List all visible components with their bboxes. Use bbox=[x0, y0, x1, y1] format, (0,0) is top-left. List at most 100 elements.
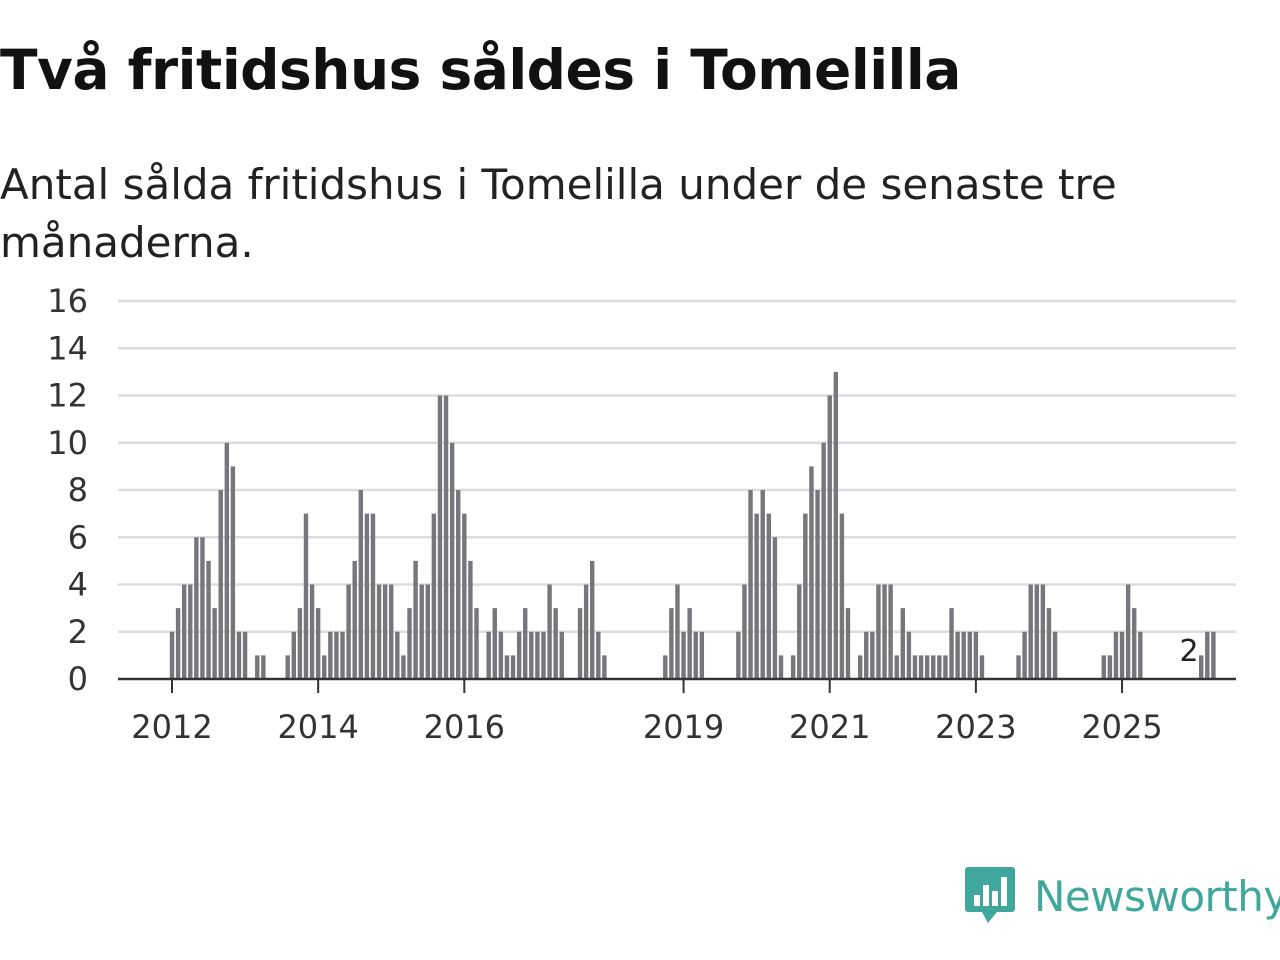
bar bbox=[845, 608, 851, 680]
bar bbox=[358, 490, 363, 679]
bar bbox=[389, 584, 394, 679]
x-tick-label: 2023 bbox=[935, 708, 1016, 746]
bar bbox=[809, 466, 814, 680]
bar bbox=[772, 537, 778, 679]
bar bbox=[285, 655, 290, 680]
bar bbox=[224, 442, 230, 679]
bar bbox=[456, 490, 461, 679]
bar bbox=[242, 631, 248, 679]
bar bbox=[833, 371, 839, 680]
x-tick-label: 2014 bbox=[277, 708, 358, 746]
bar bbox=[437, 395, 443, 679]
bar bbox=[516, 631, 522, 679]
bar bbox=[291, 631, 296, 679]
bar bbox=[943, 655, 948, 680]
bar bbox=[699, 631, 705, 679]
y-tick-label: 0 bbox=[68, 660, 88, 698]
bars bbox=[169, 371, 1216, 680]
bar bbox=[504, 655, 510, 680]
gridlines bbox=[118, 299, 1236, 633]
bar bbox=[1107, 655, 1113, 680]
x-tick-label: 2016 bbox=[424, 708, 505, 746]
bar bbox=[169, 631, 175, 679]
bar bbox=[760, 490, 765, 679]
bar bbox=[419, 584, 424, 679]
brand-name: Newsworthy bbox=[1034, 871, 1280, 921]
bar bbox=[961, 631, 966, 679]
x-tick-label: 2025 bbox=[1081, 708, 1162, 746]
bar bbox=[510, 655, 516, 680]
bar bbox=[498, 631, 504, 679]
bar bbox=[590, 560, 595, 680]
bar bbox=[1101, 655, 1106, 680]
bar bbox=[200, 537, 205, 679]
bar bbox=[535, 631, 540, 679]
bar bbox=[918, 655, 924, 680]
bar bbox=[407, 608, 412, 680]
bar bbox=[894, 655, 899, 680]
highlight-value-label: 2 bbox=[1179, 634, 1198, 669]
bar bbox=[797, 584, 802, 679]
bar bbox=[687, 608, 692, 680]
bar bbox=[346, 584, 351, 679]
bar bbox=[973, 631, 979, 679]
bar bbox=[1022, 631, 1027, 679]
bar bbox=[577, 608, 583, 680]
bar bbox=[864, 631, 869, 679]
bar bbox=[979, 655, 985, 680]
bar bbox=[261, 655, 266, 680]
bar bbox=[376, 584, 382, 679]
bar bbox=[596, 631, 601, 679]
bar bbox=[839, 513, 845, 680]
bar bbox=[559, 631, 564, 679]
bar bbox=[754, 513, 759, 680]
bar bbox=[827, 395, 832, 679]
bar bbox=[553, 608, 558, 680]
y-tick-label: 12 bbox=[47, 377, 88, 415]
bar bbox=[888, 584, 893, 679]
bar bbox=[1205, 631, 1210, 679]
bar bbox=[736, 631, 741, 679]
bar bbox=[857, 655, 863, 680]
bar bbox=[900, 608, 905, 680]
y-axis-ticks: 0 2 4 6 8 10 12 14 16 bbox=[47, 282, 88, 698]
bar bbox=[303, 513, 309, 680]
x-tick-label: 2012 bbox=[131, 708, 212, 746]
bar bbox=[906, 631, 912, 679]
bar bbox=[255, 655, 260, 680]
bar bbox=[693, 631, 698, 679]
bar bbox=[1034, 584, 1039, 679]
y-tick-label: 10 bbox=[47, 424, 88, 462]
bar bbox=[1119, 631, 1125, 679]
bar bbox=[675, 584, 680, 679]
bar bbox=[821, 442, 826, 679]
bar bbox=[1132, 608, 1137, 680]
y-tick-label: 6 bbox=[68, 518, 88, 556]
bar bbox=[431, 513, 437, 680]
bar bbox=[395, 631, 400, 679]
bar bbox=[882, 584, 887, 679]
bar bbox=[322, 655, 327, 680]
bar bbox=[462, 513, 467, 680]
bar bbox=[1052, 631, 1058, 679]
y-tick-label: 14 bbox=[47, 329, 88, 367]
bar bbox=[1113, 631, 1119, 679]
bar bbox=[790, 655, 796, 680]
bar bbox=[583, 584, 589, 679]
bar bbox=[175, 608, 181, 680]
bar bbox=[955, 631, 960, 679]
bar bbox=[529, 631, 534, 679]
bar bbox=[413, 560, 418, 680]
y-tick-label: 8 bbox=[68, 471, 88, 509]
bar bbox=[425, 584, 430, 679]
bar bbox=[1125, 584, 1131, 679]
bar bbox=[742, 584, 747, 679]
bar bbox=[931, 655, 936, 680]
newsworthy-logo-icon bbox=[965, 867, 1015, 923]
bar bbox=[474, 608, 479, 680]
bar bbox=[815, 490, 820, 679]
bar bbox=[486, 631, 491, 679]
bar bbox=[364, 513, 370, 680]
bar bbox=[1046, 608, 1052, 680]
bar bbox=[370, 513, 376, 680]
